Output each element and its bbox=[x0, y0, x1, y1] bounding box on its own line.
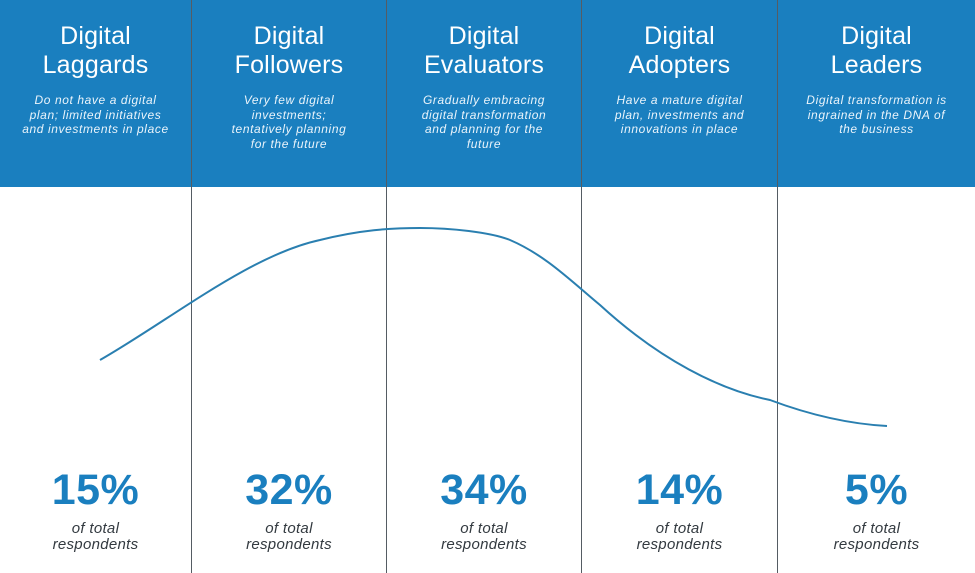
segment-sublabel: of total respondents bbox=[778, 521, 975, 553]
segment-divider bbox=[581, 0, 582, 573]
segment-title-line2: Leaders bbox=[830, 51, 923, 79]
segment-value-label: 15% bbox=[51, 466, 140, 514]
segment-title: Digital Followers bbox=[192, 22, 386, 80]
segment-sublabel: of total respondents bbox=[582, 521, 777, 553]
sublabel-line2: respondents bbox=[441, 536, 527, 553]
segment-divider bbox=[191, 0, 192, 573]
segment-description: Very few digital investments; tentativel… bbox=[231, 93, 347, 151]
segment-sublabel: of total respondents bbox=[387, 521, 581, 553]
sublabel-line1: of total bbox=[655, 520, 704, 537]
distribution-curve-line bbox=[99, 226, 888, 427]
segment-value-label: 34% bbox=[440, 466, 528, 514]
segment-sublabel: of total respondents bbox=[0, 521, 191, 553]
sublabel-line2: respondents bbox=[52, 536, 139, 553]
sublabel-line1: of total bbox=[852, 520, 901, 537]
segment-divider bbox=[777, 0, 778, 573]
segment-title-line1: Digital bbox=[253, 22, 325, 50]
segment-value-label: 14% bbox=[635, 466, 724, 514]
segment-value-label: 32% bbox=[245, 466, 333, 514]
segment-title-line2: Laggards bbox=[42, 51, 149, 79]
segment-title-line1: Digital bbox=[60, 22, 131, 50]
segment-description: Have a mature digital plan, investments … bbox=[614, 93, 745, 136]
segment-title-line2: Evaluators bbox=[423, 51, 545, 79]
segment-description: Do not have a digital plan; limited init… bbox=[22, 93, 169, 136]
segment-title-line1: Digital bbox=[644, 22, 715, 50]
segment-header: Digital Followers Very few digital investm… bbox=[192, 0, 386, 187]
segment-title-line1: Digital bbox=[448, 22, 520, 50]
segment-divider bbox=[386, 0, 387, 573]
segment-description: Digital transformation is ingrained in t… bbox=[806, 93, 947, 136]
segment-title: Digital Laggards bbox=[0, 22, 191, 80]
segment-description: Gradually embracing digital transformati… bbox=[421, 93, 547, 151]
segment-header: Digital Adopters Have a mature digital pla… bbox=[582, 0, 777, 187]
segment-header: Digital Laggards Do not have a digital pla… bbox=[0, 0, 191, 187]
segment-title-line2: Followers bbox=[234, 51, 344, 79]
segment-title: Digital Evaluators bbox=[387, 22, 581, 80]
segment-title: Digital Leaders bbox=[778, 22, 975, 80]
segment-header: Digital Leaders Digital transformation is … bbox=[778, 0, 975, 187]
segment-header: Digital Evaluators Gradually embracing dig… bbox=[387, 0, 581, 187]
segment-value-label: 5% bbox=[844, 466, 909, 514]
segment-title-line1: Digital bbox=[841, 22, 912, 50]
sublabel-line2: respondents bbox=[246, 536, 332, 553]
sublabel-line2: respondents bbox=[636, 536, 723, 553]
segment-title-line2: Adopters bbox=[628, 51, 731, 79]
segment-sublabel: of total respondents bbox=[192, 521, 386, 553]
segment-title: Digital Adopters bbox=[582, 22, 777, 80]
sublabel-line1: of total bbox=[71, 520, 120, 537]
sublabel-line1: of total bbox=[460, 520, 508, 537]
sublabel-line1: of total bbox=[265, 520, 313, 537]
sublabel-line2: respondents bbox=[833, 536, 920, 553]
